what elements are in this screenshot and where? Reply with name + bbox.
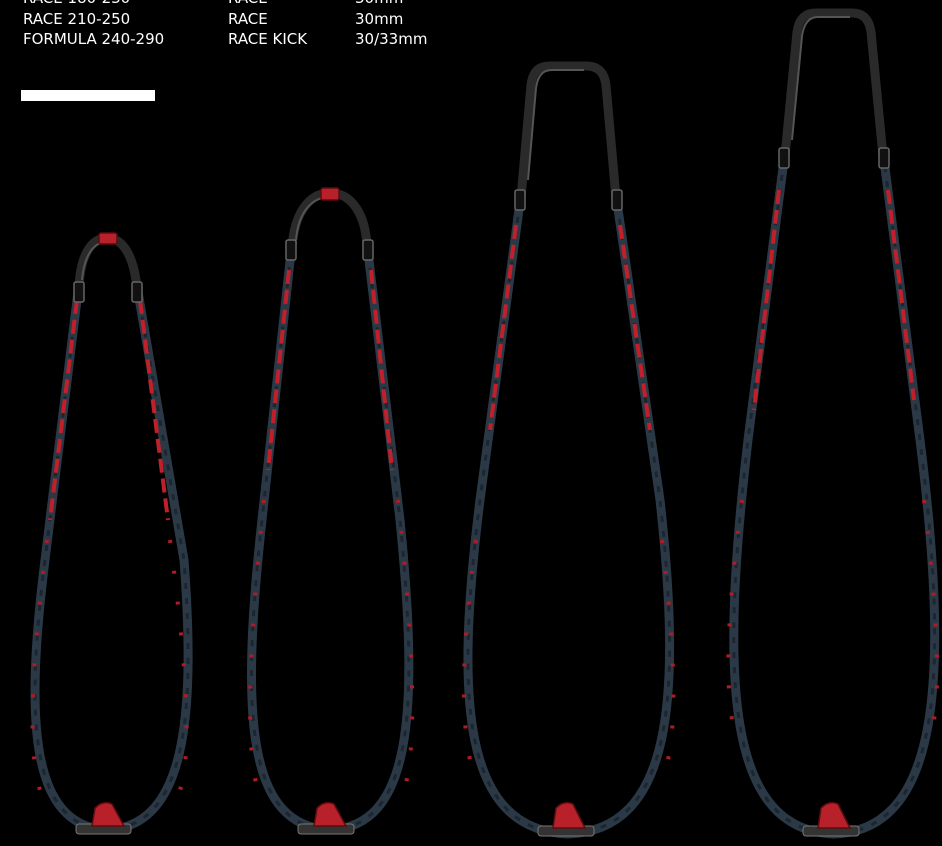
spec-cell: RACE (228, 9, 268, 28)
boom (30, 232, 193, 835)
spec-cell: RACE (228, 0, 355, 9)
scale-bar (21, 90, 155, 101)
boom (246, 187, 415, 835)
spec-cell: RACE 180-230 (23, 0, 228, 9)
boom (726, 8, 940, 839)
spec-cell: 30/33mm (355, 30, 428, 48)
spec-row: FORMULA 240-290 RACE KICK 30/33mm (23, 29, 427, 50)
spec-cell: RACE 210-250 (23, 9, 131, 28)
spec-table: RACE 180-230RACE30mmRACE 210-250RACE30mm… (23, 0, 427, 50)
spec-cell: RACE KICK (228, 30, 308, 48)
spec-cell: FORMULA 240-290 (23, 30, 165, 48)
spec-cell: 30mm (355, 0, 427, 9)
boom (461, 61, 676, 839)
spec-row: RACE 180-230RACE30mm (23, 0, 427, 9)
spec-row: RACE 210-250 RACE 30mm (23, 9, 427, 30)
spec-cell: 30mm (355, 9, 404, 28)
